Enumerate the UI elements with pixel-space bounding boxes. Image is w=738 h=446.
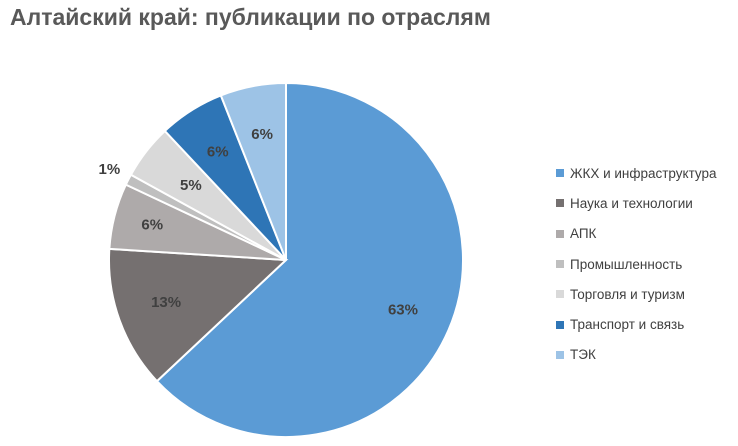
chart-title: Алтайский край: публикации по отраслям (10, 4, 491, 30)
legend-label: ТЭК (570, 347, 596, 363)
legend-item-energy: ТЭК (556, 340, 717, 370)
legend-swatch (556, 229, 564, 238)
slice-label: 1% (99, 161, 121, 178)
legend-label: ЖКХ и инфраструктура (570, 165, 717, 181)
legend-item-industry: Промышленность (556, 249, 717, 279)
legend-item-housing: ЖКХ и инфраструктура (556, 158, 717, 188)
legend-label: Торговля и туризм (570, 286, 685, 302)
legend-label: АПК (570, 226, 597, 242)
legend-swatch (556, 169, 564, 178)
legend-swatch (556, 350, 564, 359)
legend-label: Транспорт и связь (570, 317, 685, 333)
slice-label: 13% (151, 294, 181, 311)
legend-swatch (556, 320, 564, 329)
slice-label: 6% (207, 143, 229, 160)
legend-item-agro: АПК (556, 219, 717, 249)
legend-swatch (556, 290, 564, 299)
slice-label: 6% (141, 217, 163, 234)
slice-label: 6% (251, 126, 273, 143)
legend-item-transport: Транспорт и связь (556, 309, 717, 339)
pie-slice (155, 81, 464, 438)
legend-label: Наука и технологии (570, 195, 693, 211)
legend-swatch (556, 260, 564, 269)
legend: ЖКХ и инфраструктура Наука и технологии … (556, 158, 717, 370)
legend-label: Промышленность (570, 256, 683, 272)
legend-swatch (556, 199, 564, 208)
slice-label: 5% (180, 177, 202, 194)
legend-item-trade: Торговля и туризм (556, 279, 717, 309)
slice-label: 63% (388, 302, 418, 319)
legend-item-science: Наука и технологии (556, 188, 717, 218)
pie-slice (108, 247, 289, 383)
pie-slice (219, 81, 287, 261)
